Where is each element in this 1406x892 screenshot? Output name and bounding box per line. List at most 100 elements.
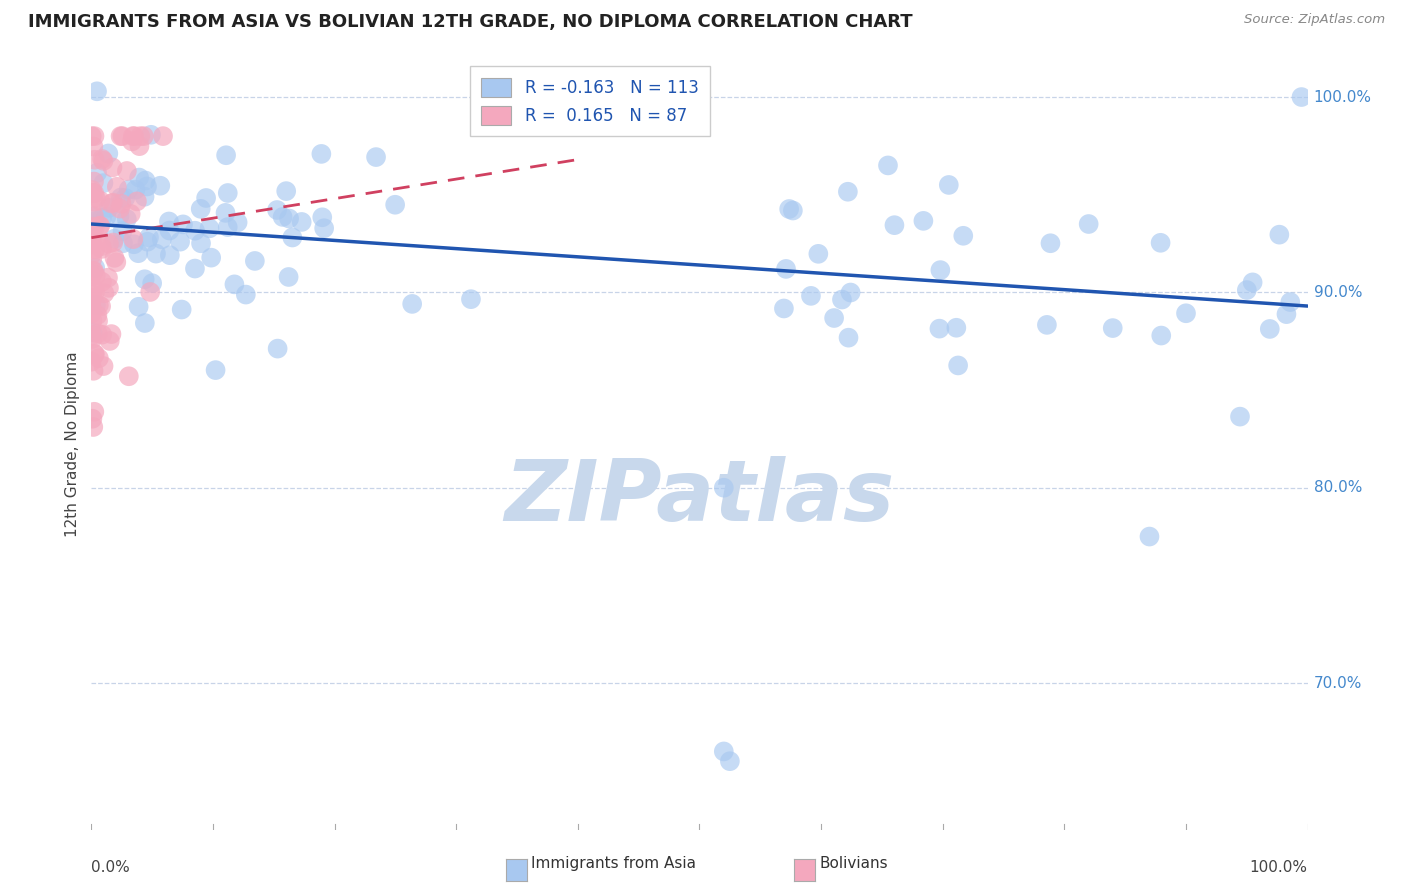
Point [89, 219, 111, 233]
Point [839, 285, 862, 300]
Point [800, 289, 823, 303]
Point [87, 314, 110, 328]
Point [80, 183, 103, 197]
Point [314, 221, 336, 235]
Point [132, 129, 155, 144]
Text: Source: ZipAtlas.com: Source: ZipAtlas.com [1244, 13, 1385, 27]
Point [1039, 236, 1062, 251]
Point [311, 147, 333, 161]
Point [713, 481, 735, 495]
Point [97, 236, 120, 251]
Point [80, 269, 103, 284]
Point [271, 210, 294, 224]
Text: IMMIGRANTS FROM ASIA VS BOLIVIAN 12TH GRADE, NO DIPLOMA CORRELATION CHART: IMMIGRANTS FROM ASIA VS BOLIVIAN 12TH GR… [28, 13, 912, 31]
Point [82, 281, 104, 295]
Point [214, 206, 236, 220]
Point [195, 191, 218, 205]
Point [190, 202, 212, 216]
Point [80, 291, 103, 305]
Point [83, 221, 105, 235]
Point [243, 254, 266, 268]
Point [111, 236, 134, 251]
Point [93, 286, 115, 301]
Point [807, 247, 830, 261]
Point [84, 285, 107, 299]
Point [82, 139, 104, 153]
Point [837, 331, 859, 345]
Point [938, 178, 960, 192]
Point [97, 146, 120, 161]
Point [460, 292, 482, 306]
Point [97, 270, 120, 285]
Point [86, 166, 108, 180]
Point [945, 320, 967, 334]
Point [837, 185, 859, 199]
Point [84, 268, 107, 283]
Y-axis label: 12th Grade, No Diploma: 12th Grade, No Diploma [65, 351, 80, 537]
Point [1241, 276, 1264, 290]
Point [114, 191, 136, 205]
Point [928, 321, 950, 335]
Point [129, 129, 152, 144]
Point [84, 214, 107, 228]
Point [84, 191, 107, 205]
Point [91, 211, 114, 225]
Point [778, 202, 800, 216]
Point [128, 170, 150, 185]
Text: Bolivians: Bolivians [820, 856, 889, 871]
Point [80, 354, 103, 368]
Point [1101, 321, 1123, 335]
Point [266, 202, 288, 217]
Point [773, 301, 796, 316]
Point [124, 183, 146, 197]
Point [122, 237, 145, 252]
Point [136, 179, 159, 194]
Point [184, 224, 207, 238]
Point [115, 164, 138, 178]
Point [159, 223, 181, 237]
Point [80, 233, 103, 247]
Point [97, 201, 120, 215]
Point [115, 212, 138, 227]
Point [83, 209, 105, 223]
Text: 70.0%: 70.0% [1313, 675, 1362, 690]
Point [82, 332, 104, 346]
Point [1275, 307, 1298, 321]
Text: ZIPatlas: ZIPatlas [505, 457, 894, 540]
Point [111, 129, 134, 144]
Point [1175, 306, 1198, 320]
Point [128, 300, 150, 314]
Point [86, 308, 108, 322]
Point [80, 248, 103, 262]
Point [1149, 235, 1171, 250]
Point [124, 129, 146, 144]
Text: 0.0%: 0.0% [91, 861, 131, 875]
Point [134, 272, 156, 286]
Point [226, 215, 249, 229]
Point [159, 248, 181, 262]
Point [82, 313, 104, 327]
Point [1258, 322, 1281, 336]
Text: 80.0%: 80.0% [1313, 480, 1362, 495]
Point [103, 232, 125, 246]
Text: Immigrants from Asia: Immigrants from Asia [531, 856, 696, 871]
Point [877, 158, 900, 172]
Point [152, 129, 174, 144]
Point [80, 210, 103, 224]
Point [101, 195, 124, 210]
Point [190, 236, 212, 251]
Point [93, 359, 115, 373]
Point [128, 139, 150, 153]
Point [1279, 295, 1302, 310]
Point [83, 194, 105, 209]
Point [84, 242, 107, 256]
Point [82, 219, 104, 234]
Point [170, 302, 193, 317]
Point [82, 186, 104, 201]
Point [276, 184, 298, 198]
Point [103, 235, 125, 250]
Point [912, 214, 935, 228]
Point [134, 173, 156, 187]
Point [121, 134, 143, 148]
Point [90, 299, 112, 313]
